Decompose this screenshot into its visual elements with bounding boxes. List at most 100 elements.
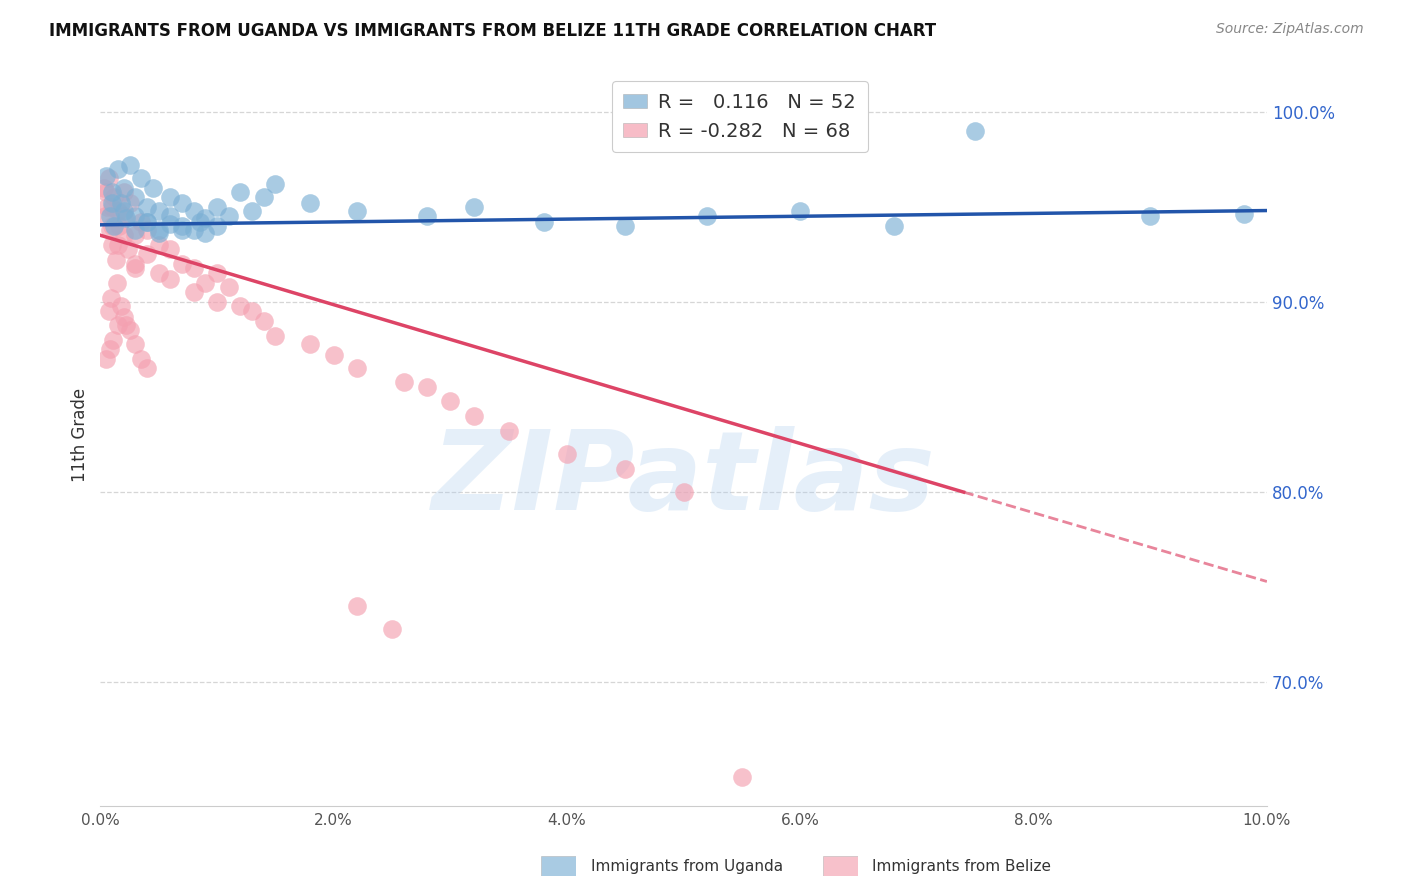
Point <box>136 361 159 376</box>
Point <box>253 314 276 328</box>
Point <box>101 196 124 211</box>
Point <box>299 336 322 351</box>
Point <box>346 599 368 614</box>
Point <box>136 200 159 214</box>
Point <box>96 169 118 184</box>
Y-axis label: 11th Grade: 11th Grade <box>72 388 89 482</box>
Point <box>136 222 159 236</box>
Text: Immigrants from Uganda: Immigrants from Uganda <box>591 859 783 873</box>
Point <box>346 361 368 376</box>
Point <box>136 247 159 261</box>
Point <box>96 200 118 214</box>
Point <box>183 222 205 236</box>
Point <box>439 393 461 408</box>
Point <box>112 209 135 223</box>
Point <box>672 485 695 500</box>
Point <box>112 310 135 324</box>
Point <box>115 318 138 332</box>
Point <box>115 211 138 226</box>
Point <box>105 276 128 290</box>
Point <box>614 219 637 233</box>
Point <box>240 304 263 318</box>
Point <box>229 299 252 313</box>
Point <box>205 219 228 233</box>
Point <box>240 203 263 218</box>
Point <box>118 196 141 211</box>
Point <box>322 348 344 362</box>
Point <box>118 323 141 337</box>
Point <box>112 228 135 243</box>
Point <box>218 279 240 293</box>
Point <box>100 291 122 305</box>
Point <box>170 257 193 271</box>
Point <box>299 196 322 211</box>
Point <box>731 771 754 785</box>
Point <box>416 209 439 223</box>
Point <box>129 351 152 366</box>
Text: Immigrants from Belize: Immigrants from Belize <box>872 859 1050 873</box>
Text: IMMIGRANTS FROM UGANDA VS IMMIGRANTS FROM BELIZE 11TH GRADE CORRELATION CHART: IMMIGRANTS FROM UGANDA VS IMMIGRANTS FRO… <box>49 22 936 40</box>
Point <box>98 222 121 236</box>
Point <box>101 185 124 199</box>
Point <box>883 219 905 233</box>
Point <box>129 215 152 229</box>
Point <box>170 196 193 211</box>
Point <box>194 276 217 290</box>
Point <box>98 343 121 357</box>
Point <box>96 351 118 366</box>
Point <box>159 217 181 231</box>
Point <box>136 215 159 229</box>
Point <box>555 447 578 461</box>
Point <box>98 209 121 223</box>
Point <box>117 242 139 256</box>
Point <box>124 336 146 351</box>
Point <box>129 171 152 186</box>
Point <box>170 219 193 233</box>
Point <box>183 285 205 300</box>
Point <box>159 190 181 204</box>
Point <box>159 242 181 256</box>
Point <box>112 185 135 199</box>
Point <box>229 185 252 199</box>
Point <box>124 228 146 243</box>
Point <box>416 380 439 394</box>
Point <box>97 171 120 186</box>
Point <box>124 190 146 204</box>
Point <box>1139 209 1161 223</box>
Point <box>381 622 404 636</box>
Point <box>194 211 217 226</box>
Point <box>148 222 170 236</box>
Point <box>533 215 555 229</box>
Point <box>253 190 276 204</box>
Point <box>103 333 125 347</box>
Point <box>159 272 181 286</box>
Point <box>264 177 287 191</box>
Point <box>194 227 217 241</box>
Point <box>124 209 146 223</box>
Text: ZIPatlas: ZIPatlas <box>432 426 935 533</box>
Point <box>148 266 170 280</box>
Point <box>101 200 124 214</box>
Point <box>104 252 127 267</box>
Point <box>188 215 211 229</box>
Point <box>93 180 115 194</box>
Point <box>205 294 228 309</box>
Point <box>696 209 718 223</box>
Point <box>124 257 146 271</box>
Point <box>107 161 129 176</box>
Point <box>118 158 141 172</box>
Point <box>110 196 132 211</box>
Point <box>965 123 987 137</box>
Point <box>94 209 117 223</box>
Point <box>148 227 170 241</box>
Point <box>183 260 205 275</box>
Point <box>205 200 228 214</box>
Point <box>205 266 228 280</box>
Point <box>264 329 287 343</box>
Point <box>107 237 129 252</box>
Point <box>170 222 193 236</box>
Point <box>124 260 146 275</box>
Point <box>218 209 240 223</box>
Text: Source: ZipAtlas.com: Source: ZipAtlas.com <box>1216 22 1364 37</box>
Point <box>103 190 125 204</box>
